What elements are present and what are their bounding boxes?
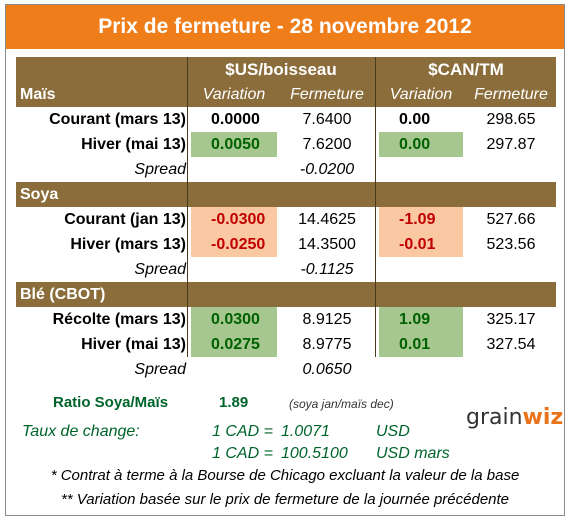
header-can-units: $CAN/TM [428,60,504,79]
spread-row: Spread 0.0650 [16,357,556,382]
can-fermeture: 325.17 [486,311,536,328]
can-fermeture: 298.65 [486,111,536,128]
can-fermeture: 523.56 [486,236,536,253]
us-fermeture: 7.6200 [302,136,352,153]
contract-label: Hiver (mars 13) [70,236,186,253]
exchange-value: 1.0071 [281,423,330,440]
spread-label: Spread [134,261,186,278]
us-variation: 0.0000 [211,111,260,128]
exchange-value: 100.5100 [281,445,348,462]
section-header-ble: Blé (CBOT) [16,282,556,307]
column-divider [375,57,376,357]
us-fermeture: 7.6400 [302,111,352,128]
ratio-value: 1.89 [219,394,249,411]
us-variation: -0.0250 [191,232,277,257]
can-variation: -1.09 [379,207,463,232]
exchange-lhs: 1 CAD = [212,445,273,462]
spread-value: -0.1125 [300,261,354,278]
us-fermeture: 14.4625 [298,211,356,228]
section-name: Blé (CBOT) [20,286,106,303]
ratio-label: Ratio Soya/Maïs [53,394,169,411]
table-row: Hiver (mars 13) -0.0250 14.3500 -0.01 52… [16,232,556,257]
exchange-unit: USD [376,423,410,440]
contract-label: Courant (mars 13) [49,111,186,128]
header-can-fermeture: Fermeture [474,86,548,103]
can-variation: 0.01 [379,332,463,357]
us-variation: -0.0300 [191,207,277,232]
can-variation: -0.01 [379,232,463,257]
spread-value: 0.0650 [302,361,352,378]
can-variation: 1.09 [379,307,463,332]
table-row: Hiver (mai 13) 0.0050 7.6200 0.00 297.87 [16,132,556,157]
can-fermeture: 297.87 [486,136,536,153]
us-variation: 0.0300 [191,307,277,332]
column-divider [187,57,188,357]
can-variation: 0.00 [399,111,431,128]
spread-row: Spread -0.0200 [16,157,556,182]
logo-text: grain [466,405,523,430]
logo-text-accent: wiz [522,405,564,430]
section-header-mais: Maïs Variation Fermeture Variation Ferme… [16,82,556,107]
footnote: ** Variation basée sur le prix de fermet… [60,491,510,508]
header-units-row: $US/boisseau $CAN/TM [16,57,556,82]
contract-label: Récolte (mars 13) [52,311,186,328]
ratio-note: (soya jan/maïs dec) [289,397,394,411]
header-us-fermeture: Fermeture [290,86,364,103]
table-row: Récolte (mars 13) 0.0300 8.9125 1.09 325… [16,307,556,332]
price-grid: $US/boisseau $CAN/TM Maïs Variation Ferm… [16,57,556,382]
spread-value: -0.0200 [299,161,355,178]
us-variation: 0.0275 [191,332,277,357]
table-row: Courant (jan 13) -0.0300 14.4625 -1.09 5… [16,207,556,232]
us-fermeture: 8.9775 [302,336,352,353]
price-table-card: Prix de fermeture - 28 novembre 2012 $US… [5,4,565,516]
section-header-soya: Soya [16,182,556,207]
can-variation: 0.00 [379,132,463,157]
spread-row: Spread -0.1125 [16,257,556,282]
spread-label: Spread [134,161,186,178]
grainwiz-logo: grainwiz [466,405,563,430]
header-us-variation: Variation [202,86,266,103]
table-row: Hiver (mai 13) 0.0275 8.9775 0.01 327.54 [16,332,556,357]
exchange-lhs: 1 CAD = [212,423,273,440]
section-name: Maïs [20,86,56,103]
us-variation: 0.0050 [191,132,277,157]
table-row: Courant (mars 13) 0.0000 7.6400 0.00 298… [16,107,556,132]
spread-label: Spread [134,361,186,378]
page-title: Prix de fermeture - 28 novembre 2012 [6,5,564,49]
can-fermeture: 527.66 [486,211,536,228]
contract-label: Hiver (mai 13) [81,336,186,353]
contract-label: Hiver (mai 13) [81,136,186,153]
exchange-rate-label: Taux de change: [22,423,140,440]
footnote: * Contrat à terme à la Bourse de Chicago… [50,467,520,484]
header-can-variation: Variation [389,86,453,103]
exchange-unit: USD mars [376,445,450,462]
section-name: Soya [20,186,59,203]
us-fermeture: 14.3500 [298,236,356,253]
header-us-units: $US/boisseau [225,60,337,79]
us-fermeture: 8.9125 [302,311,352,328]
contract-label: Courant (jan 13) [64,211,186,228]
can-fermeture: 327.54 [486,336,536,353]
